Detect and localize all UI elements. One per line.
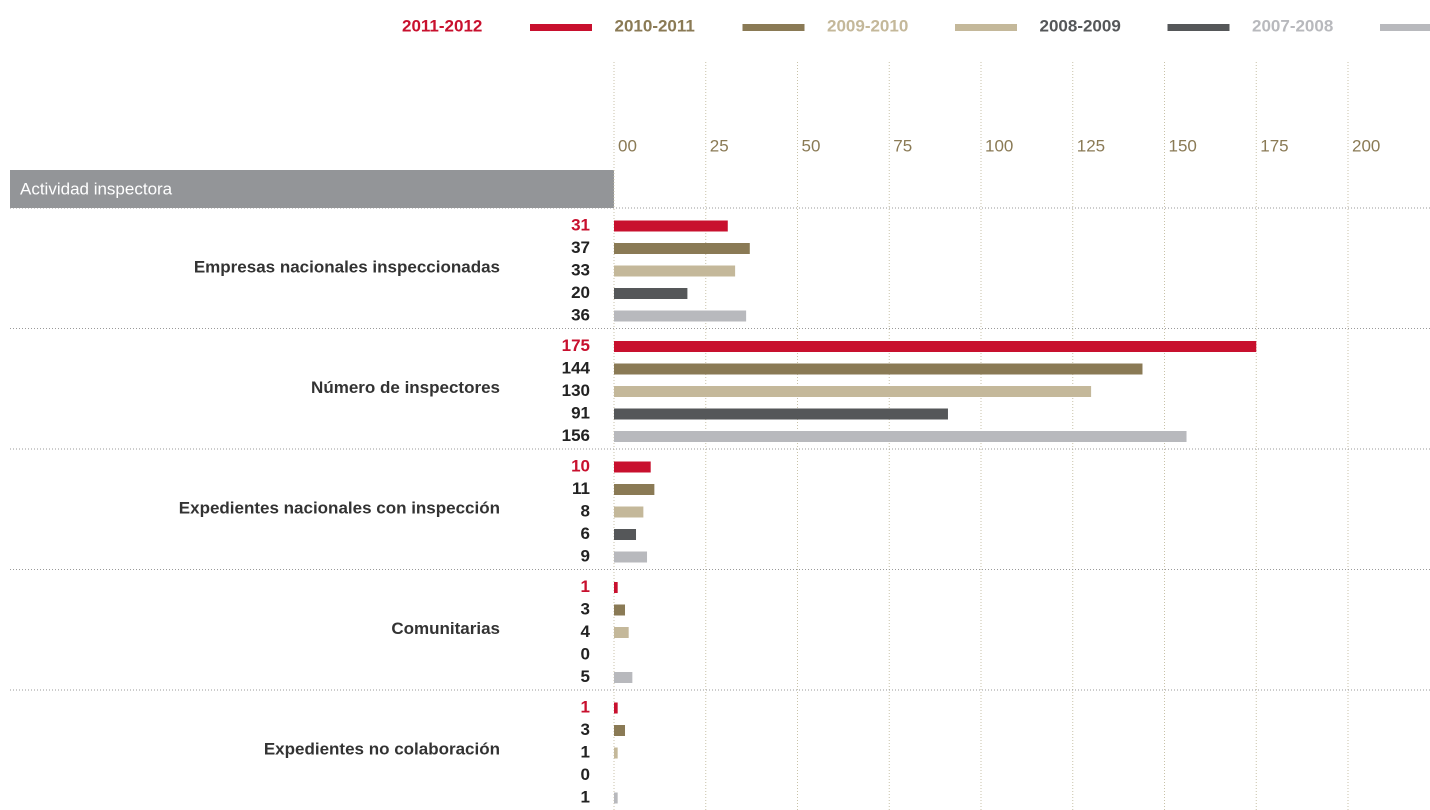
value-label: 175	[562, 336, 590, 355]
value-label: 3	[581, 599, 590, 618]
value-label: 11	[572, 479, 590, 498]
legend-label: 2009-2010	[827, 16, 908, 35]
bar	[614, 341, 1257, 352]
bar	[614, 386, 1092, 397]
value-label: 20	[571, 283, 590, 302]
value-label: 0	[581, 644, 590, 663]
bar	[614, 627, 629, 638]
value-label: 5	[581, 667, 590, 686]
bar	[614, 461, 651, 473]
bar	[614, 265, 736, 277]
x-tick-label: 150	[1169, 136, 1197, 155]
bar	[614, 672, 633, 683]
x-tick-label: 00	[618, 136, 637, 155]
section-header	[10, 170, 614, 208]
x-tick-label: 125	[1077, 136, 1105, 155]
legend-label: 2008-2009	[1040, 16, 1121, 35]
x-tick-label: 100	[985, 136, 1013, 155]
value-label: 6	[581, 524, 590, 543]
bar	[614, 431, 1187, 442]
value-label: 36	[571, 305, 590, 324]
bar	[614, 363, 1143, 375]
bar	[614, 725, 626, 736]
category-label: Expedientes no colaboración	[264, 740, 500, 759]
value-label: 37	[571, 238, 590, 257]
value-label: 1	[581, 742, 590, 761]
value-label: 1	[581, 577, 590, 596]
bar	[614, 604, 626, 616]
legend-label: 2010-2011	[615, 16, 695, 35]
legend-label: 2011-2012	[402, 16, 482, 35]
x-tick-label: 200	[1352, 136, 1380, 155]
category-label: Empresas nacionales inspeccionadas	[194, 258, 500, 277]
bar	[614, 529, 637, 540]
value-label: 144	[562, 358, 591, 377]
value-label: 10	[571, 456, 590, 475]
bar	[614, 484, 655, 495]
bar	[614, 506, 644, 518]
legend-swatch	[530, 24, 592, 31]
value-label: 130	[562, 381, 590, 400]
bar	[614, 288, 688, 299]
value-label: 4	[581, 622, 591, 641]
value-label: 31	[571, 215, 590, 234]
value-label: 0	[581, 765, 590, 784]
value-label: 1	[581, 787, 590, 806]
bar	[614, 220, 728, 232]
legend-label: 2007-2008	[1252, 16, 1333, 35]
category-label: Expedientes nacionales con inspección	[179, 499, 500, 518]
section-title: Actividad inspectora	[20, 179, 173, 198]
legend-swatch	[742, 24, 805, 31]
legend-swatch	[955, 24, 1017, 31]
bar	[614, 747, 618, 759]
category-label: Comunitarias	[391, 619, 500, 638]
category-label: Número de inspectores	[311, 378, 500, 397]
bar	[614, 408, 948, 420]
value-label: 156	[562, 426, 590, 445]
legend-swatch	[1380, 24, 1430, 31]
x-tick-label: 50	[802, 136, 821, 155]
bar	[614, 792, 618, 804]
value-label: 3	[581, 720, 590, 739]
bar	[614, 243, 750, 254]
bar	[614, 551, 648, 563]
value-label: 1	[581, 697, 590, 716]
value-label: 9	[581, 546, 590, 565]
x-tick-label: 25	[710, 136, 729, 155]
value-label: 8	[581, 501, 590, 520]
bar	[614, 310, 747, 322]
bar	[614, 582, 618, 593]
bar	[614, 702, 618, 714]
legend-swatch	[1167, 24, 1230, 31]
x-tick-label: 75	[893, 136, 912, 155]
x-tick-label: 175	[1260, 136, 1288, 155]
value-label: 33	[571, 260, 590, 279]
value-label: 91	[571, 403, 590, 422]
